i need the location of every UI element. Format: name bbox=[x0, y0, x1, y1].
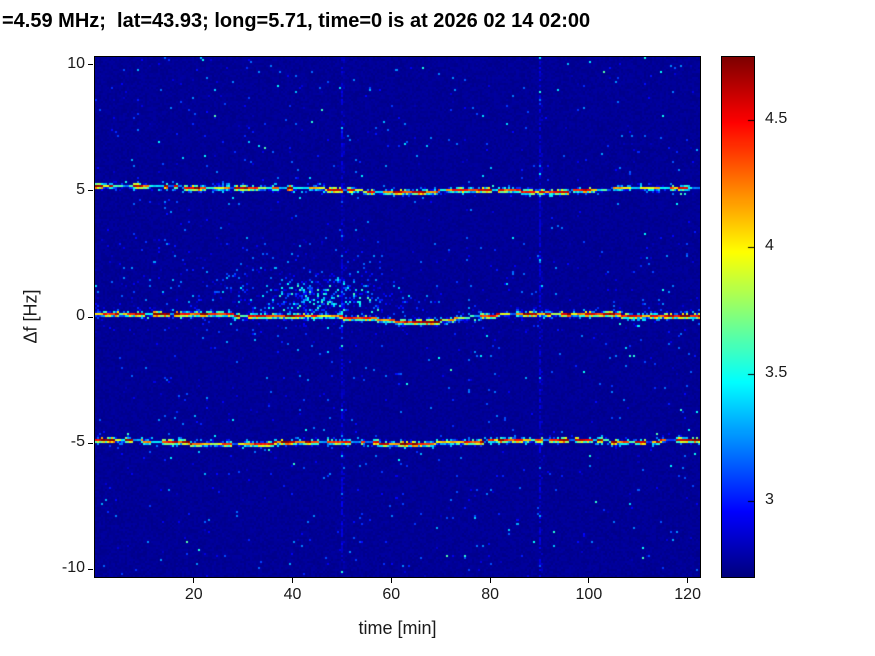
y-tick-label: -5 bbox=[70, 433, 85, 451]
y-tick-mark bbox=[88, 190, 93, 192]
x-tick-label: 20 bbox=[184, 586, 203, 603]
x-tick-mark bbox=[687, 578, 689, 583]
x-tick-mark bbox=[390, 578, 392, 583]
x-axis-label: time [min] bbox=[358, 618, 437, 638]
x-tick-mark bbox=[193, 578, 195, 583]
colorbar-canvas bbox=[721, 56, 755, 578]
colorbar-tick-label: 3 bbox=[765, 490, 774, 508]
x-tick-label: 100 bbox=[575, 586, 603, 603]
colorbar-tick-label: 4 bbox=[765, 237, 774, 255]
x-tick-label: 80 bbox=[481, 586, 499, 603]
x-tick-label: 40 bbox=[283, 586, 302, 603]
y-tick-label: 10 bbox=[67, 54, 85, 72]
colorbar-tick-label: 4.5 bbox=[765, 110, 788, 128]
plot-title: =4.59 MHz; lat=43.93; long=5.71, time=0 … bbox=[2, 10, 591, 32]
y-tick-mark bbox=[88, 442, 93, 444]
y-tick-label: 5 bbox=[76, 180, 85, 198]
x-tick-mark bbox=[588, 578, 590, 583]
x-tick-label: 120 bbox=[674, 586, 701, 603]
y-tick-mark bbox=[88, 316, 93, 318]
y-tick-mark bbox=[88, 64, 93, 66]
y-tick-label: 0 bbox=[76, 307, 85, 324]
x-tick-mark bbox=[489, 578, 491, 583]
x-tick-mark bbox=[292, 578, 294, 583]
heatmap-canvas bbox=[94, 56, 701, 578]
x-tick-label: 60 bbox=[382, 586, 401, 603]
colorbar-tick-label: 3.5 bbox=[765, 364, 788, 382]
y-tick-label: -10 bbox=[61, 559, 85, 577]
y-tick-mark bbox=[88, 568, 93, 570]
